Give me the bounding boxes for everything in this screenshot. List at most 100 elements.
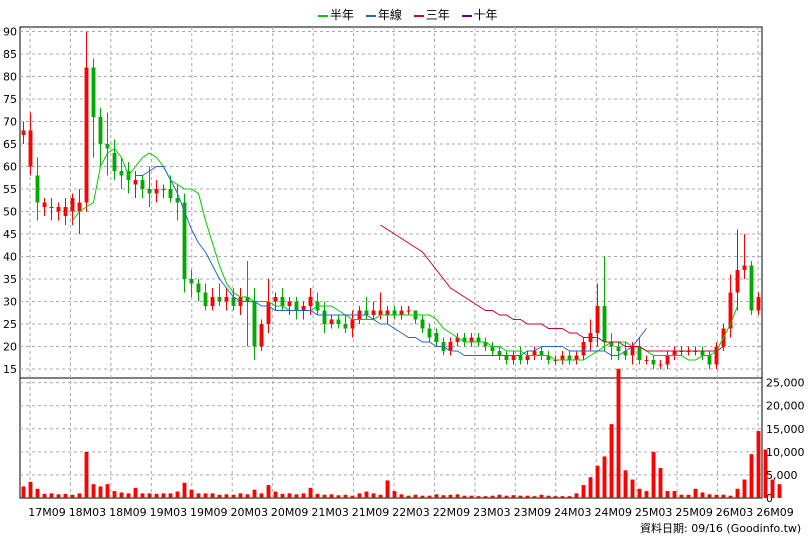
candle-body [490,346,495,351]
volume-bar [168,493,173,498]
candle-body [301,306,306,311]
price-tick-label: 55 [3,183,17,196]
x-tick-label: 20M03 [230,506,268,519]
candle-body [560,355,565,360]
volume-bar [329,494,334,498]
volume-bar [308,487,313,498]
volume-bar [343,494,348,498]
chart-legend: 半年 年線 三年 十年 [318,6,506,23]
volume-bar [21,486,26,498]
x-tick-label: 20M09 [271,506,309,519]
volume-bar [770,479,775,498]
candle-body [203,292,208,306]
candle-body [210,297,215,306]
candle-body [105,144,110,149]
volume-bar [637,488,642,498]
candle-body [280,297,285,306]
candle-body [672,351,677,356]
volume-bar [154,493,159,498]
candle-body [196,283,201,293]
volume-bar [490,495,495,498]
moving-average-line [135,166,647,356]
volume-bar [462,495,467,498]
volume-bar [420,495,425,498]
moving-average-line [380,224,724,352]
candle-body [511,355,516,360]
candle-body [350,319,355,329]
volume-bar [525,495,530,498]
volume-bar [238,493,243,498]
volume-tick-label: 5,000 [766,469,798,482]
volume-bar [385,480,390,498]
candle-body [546,355,551,360]
candle-body [623,351,628,356]
x-tick-label: 26M03 [716,506,754,519]
candle-body [714,346,719,365]
candle-body [119,171,124,176]
candle-body [399,310,404,315]
candle-body [616,346,621,351]
candle-body [756,297,761,311]
candle-body [728,292,733,329]
candle-body [91,67,96,117]
price-tick-label: 80 [3,71,17,84]
volume-bar [105,484,110,498]
volume-bar [112,491,117,498]
volume-bar [280,493,285,498]
price-tick-label: 60 [3,161,17,174]
volume-bar [707,494,712,498]
x-tick-label: 21M03 [311,506,349,519]
volume-bar [539,494,544,498]
candle-body [385,310,390,315]
volume-bar [742,479,747,498]
volume-bar [322,494,327,498]
x-tick-label: 19M03 [150,506,188,519]
volume-bar [371,493,376,498]
volume-bar [350,495,355,498]
candle-body [182,202,187,279]
price-tick-label: 40 [3,251,17,264]
volume-bar [245,494,250,498]
x-tick-label: 24M03 [554,506,592,519]
volume-bar [217,494,222,498]
volume-tick-label: 20,000 [766,400,805,413]
volume-bar [672,491,677,498]
volume-bar [728,495,733,498]
volume-bar [336,495,341,498]
volume-bar [532,496,537,498]
volume-bar [413,494,418,498]
x-tick-label: 21M09 [352,506,390,519]
candle-body [273,297,278,302]
x-tick-label: 19M09 [190,506,228,519]
volume-bar [581,485,586,498]
candle-body [308,297,313,306]
candle-body [595,306,600,333]
candle-body [49,207,54,208]
price-tick-label: 85 [3,48,17,61]
volume-bar [231,494,236,498]
price-panel [19,26,763,379]
volume-bar [665,491,670,498]
price-tick-label: 15 [3,363,17,376]
volume-bar [763,449,768,498]
candle-body [252,301,257,347]
candle-body [532,351,537,356]
volume-bar [686,494,691,498]
x-tick-label: 18M03 [69,506,107,519]
volume-tick-label: 15,000 [766,423,805,436]
candle-body [469,337,474,342]
volume-bar [700,492,705,498]
candle-body [287,301,292,306]
volume-bar [161,493,166,498]
candle-body [35,175,40,203]
candle-body [147,189,152,194]
candle-body [602,306,607,342]
volume-panel [19,377,763,499]
volume-bar [63,493,68,498]
volume-bar [392,491,397,498]
volume-bar [434,494,439,498]
candle-body [497,351,502,356]
candle-body [77,202,82,212]
candle-body [462,337,467,342]
